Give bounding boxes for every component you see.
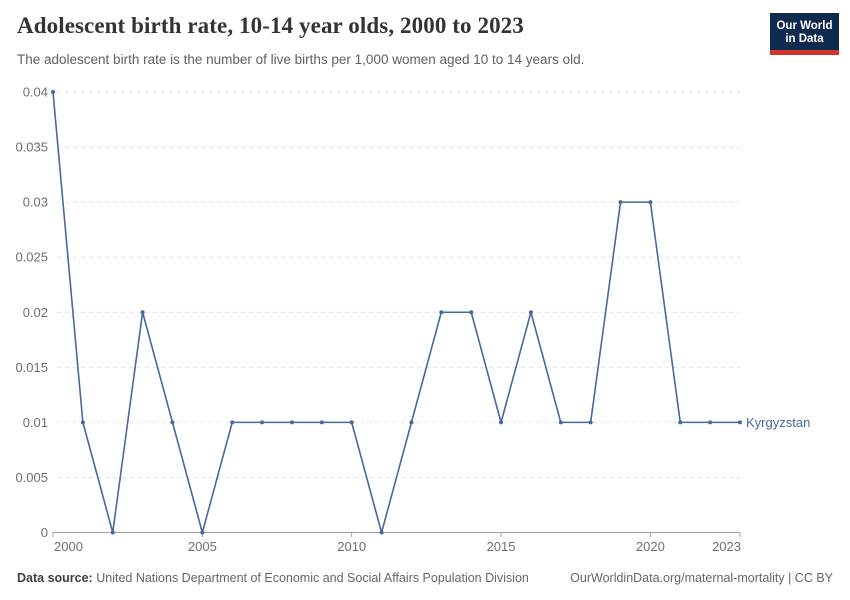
data-point[interactable]: [469, 310, 474, 315]
data-point[interactable]: [648, 200, 653, 205]
data-point[interactable]: [80, 420, 85, 425]
x-axis-tick-label: 2005: [188, 539, 217, 554]
data-source-label: Data source:: [17, 571, 93, 585]
data-point[interactable]: [110, 530, 115, 535]
data-point[interactable]: [319, 420, 324, 425]
owid-logo-line1: Our World: [776, 19, 833, 32]
y-axis-tick-label: 0.01: [23, 415, 48, 430]
data-point[interactable]: [588, 420, 593, 425]
credit-link[interactable]: OurWorldinData.org/maternal-mortality | …: [570, 571, 833, 585]
data-point[interactable]: [738, 420, 742, 425]
series-end-label: Kyrgyzstan: [746, 415, 810, 430]
x-axis-tick-label: 2023: [712, 539, 741, 554]
data-source-text: United Nations Department of Economic an…: [96, 571, 529, 585]
data-point[interactable]: [618, 200, 623, 205]
x-axis-tick-label: 2020: [636, 539, 665, 554]
data-point[interactable]: [439, 310, 444, 315]
data-point[interactable]: [528, 310, 533, 315]
series-line[interactable]: [52, 91, 740, 534]
data-point[interactable]: [379, 530, 384, 535]
chart-title: Adolescent birth rate, 10-14 year olds, …: [17, 13, 524, 38]
data-point[interactable]: [349, 420, 354, 425]
y-axis-tick-label: 0.03: [23, 195, 48, 210]
y-axis-tick-label: 0: [41, 525, 48, 540]
owid-logo-text: Our World in Data: [776, 20, 832, 46]
y-axis-tick-label: 0.035: [15, 140, 48, 155]
owid-logo-line2: in Data: [785, 32, 824, 45]
chart-subtitle: The adolescent birth rate is the number …: [17, 52, 585, 67]
y-axis-tick-label: 0.02: [23, 305, 48, 320]
y-axis-tick-label: 0.005: [15, 470, 48, 485]
data-point[interactable]: [409, 420, 414, 425]
data-point[interactable]: [170, 420, 175, 425]
data-point[interactable]: [200, 530, 205, 535]
y-axis-tick-label: 0.04: [23, 85, 48, 100]
data-point[interactable]: [708, 420, 713, 425]
chart-footer: Data source: United Nations Department o…: [17, 571, 833, 585]
data-point[interactable]: [260, 420, 265, 425]
y-axis-tick-label: 0.015: [15, 360, 48, 375]
data-point[interactable]: [230, 420, 235, 425]
x-axis-tick-label: 2010: [337, 539, 366, 554]
data-point[interactable]: [289, 420, 294, 425]
data-source: Data source: United Nations Department o…: [17, 571, 529, 585]
data-point[interactable]: [558, 420, 563, 425]
owid-logo-red-bar: [770, 50, 839, 55]
x-axis-tick-label: 2000: [54, 539, 83, 554]
data-point[interactable]: [51, 90, 55, 94]
y-axis-tick-label: 0.025: [15, 250, 48, 265]
owid-logo[interactable]: Our World in Data: [770, 13, 839, 55]
data-point[interactable]: [678, 420, 683, 425]
x-axis-tick-label: 2015: [487, 539, 516, 554]
data-point[interactable]: [499, 420, 504, 425]
data-point[interactable]: [140, 310, 145, 315]
